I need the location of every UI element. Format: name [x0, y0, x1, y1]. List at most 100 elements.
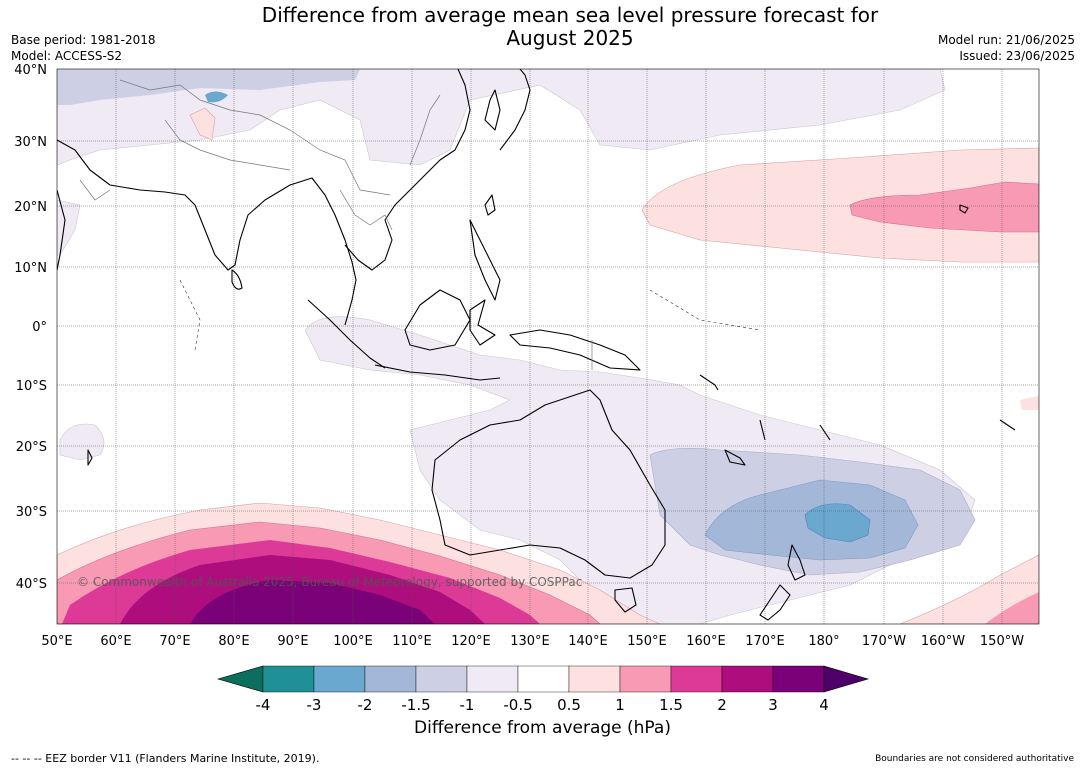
coast-australia: [431, 389, 666, 579]
meta-right: Model run: 21/06/2025 Issued: 23/06/2025: [938, 32, 1075, 64]
coast-java: [374, 364, 501, 381]
lon-label: 180°: [808, 634, 839, 649]
anomaly-region-high-north-pacific-core: [849, 181, 1039, 233]
colorbar-swatch: [466, 665, 519, 693]
lon-label: 80°E: [218, 634, 249, 649]
coast-new-caledonia: [724, 449, 746, 466]
map-area: © Commonwealth of Australia 2025, Bureau…: [57, 69, 1039, 624]
colorbar-tick: 4: [819, 696, 829, 714]
anomaly-region-high-southeast-pacific-2: [985, 592, 1039, 624]
model-name: Model: ACCESS-S2: [11, 49, 123, 63]
coast-new-guinea: [509, 329, 641, 371]
lat-label: 30°N: [14, 135, 47, 150]
colorbar-swatch: [568, 665, 621, 693]
lat-label: 40°N: [14, 63, 47, 78]
lon-label: 150°E: [627, 634, 667, 649]
lat-label: 0°: [32, 320, 47, 335]
country-borders: [79, 79, 593, 370]
lat-label: 20°N: [14, 200, 47, 215]
colorbar-swatch: [670, 665, 723, 693]
lon-label: 60°E: [100, 634, 131, 649]
map-title: Difference from average mean sea level p…: [240, 4, 900, 50]
eez-borders: [179, 279, 761, 351]
colorbar-swatch: [619, 665, 672, 693]
colorbar-tick: 2: [717, 696, 727, 714]
coast-taiwan: [484, 194, 496, 216]
lon-label: 170°W: [862, 634, 906, 649]
border-east-asia: [409, 94, 441, 166]
anomaly-region-low-tasman-core: [804, 503, 871, 543]
border-middle-east: [79, 179, 111, 201]
colorbar-tick-labels: -4 -3 -2 -1.5 -1 -0.5 0.5 1 1.5 2 3 4: [256, 696, 829, 714]
anomaly-region-low-tibet-core: [205, 91, 228, 103]
lon-label: 140°E: [568, 634, 608, 649]
lon-label: 170°E: [745, 634, 785, 649]
anomaly-region-high-east-edge: [1020, 396, 1039, 410]
graticule: [57, 69, 1039, 624]
colorbar-swatch: [415, 665, 468, 693]
colorbar-swatch: [364, 665, 417, 693]
base-period: Base period: 1981-2018: [11, 33, 156, 47]
lat-label: 40°S: [16, 577, 47, 592]
colorbar-upper-arrow: [823, 665, 870, 693]
colorbar-tick: -3: [307, 696, 322, 714]
copyright-watermark: © Commonwealth of Australia 2025, Bureau…: [77, 575, 582, 589]
issued-date: Issued: 23/06/2025: [959, 49, 1075, 63]
lat-label: 10°N: [14, 261, 47, 276]
anomaly-region-light-low-north: [57, 69, 946, 166]
coast-hawaii: [959, 204, 969, 214]
lon-label: 160°W: [921, 634, 965, 649]
model-run: Model run: 21/06/2025: [937, 33, 1075, 47]
colorbar-swatch: [721, 665, 774, 693]
colorbar-swatch: [772, 665, 825, 693]
colorbar-swatches: [216, 665, 870, 693]
anomaly-region-high-himalaya: [189, 107, 216, 141]
coast-sri-lanka: [231, 269, 243, 290]
lon-label: 100°E: [333, 634, 373, 649]
meta-left: Base period: 1981-2018 Model: ACCESS-S2: [11, 32, 156, 64]
colorbar-tick: 1: [615, 696, 625, 714]
coast-madagascar: [87, 449, 93, 466]
eez-legend: -- -- -- EEZ border V11 (Flanders Marine…: [11, 752, 320, 765]
colorbar-swatch: [262, 665, 315, 693]
colorbar-title: Difference from average (hPa): [414, 718, 671, 738]
coast-new-zealand-north: [787, 544, 806, 581]
map-frame: [56, 68, 1040, 625]
eez-pacific: [649, 289, 761, 331]
border-southeast-asia: [339, 189, 393, 231]
lat-label: 10°S: [16, 379, 47, 394]
colorbar-tick: -0.5: [503, 696, 532, 714]
coast-arabia-africa: [57, 139, 357, 326]
coast-korea: [484, 89, 501, 131]
coast-tasmania: [614, 587, 637, 613]
colorbar-tick: -2: [358, 696, 373, 714]
lon-label: 150°W: [980, 634, 1024, 649]
colorbar-swatch: [313, 665, 366, 693]
eez-indian-ocean: [179, 279, 201, 351]
lon-label: 120°E: [451, 634, 491, 649]
anomaly-region-high-southeast-pacific: [899, 554, 1039, 624]
title-line-1: Difference from average mean sea level p…: [261, 3, 879, 27]
anomaly-region-low-tibet: [57, 69, 360, 105]
coast-philippines: [469, 219, 501, 301]
colorbar-tick: -4: [256, 696, 271, 714]
latitude-labels: 40°N 30°N 20°N 10°N 0° 10°S 20°S 30°S 40°S: [14, 63, 47, 592]
lon-label: 50°E: [41, 634, 72, 649]
colorbar-tick: -1.5: [401, 696, 430, 714]
border-south-asia: [164, 119, 291, 171]
colorbar-lower-arrow: [216, 665, 264, 693]
coastlines: [57, 69, 1016, 621]
colorbar-swatch: [517, 665, 570, 693]
colorbar-tick: -1: [460, 696, 475, 714]
lon-label: 70°E: [159, 634, 190, 649]
colorbar-tick: 0.5: [557, 696, 581, 714]
longitude-labels: 50°E 60°E 70°E 80°E 90°E 100°E 110°E 120°E 130°E…: [41, 634, 1024, 649]
lon-label: 110°E: [392, 634, 432, 649]
anomaly-region-west-edge: [57, 199, 81, 256]
coast-sulawesi: [469, 299, 496, 346]
lat-label: 20°S: [16, 440, 47, 455]
lon-label: 130°E: [510, 634, 550, 649]
coast-sumatra: [307, 299, 386, 369]
